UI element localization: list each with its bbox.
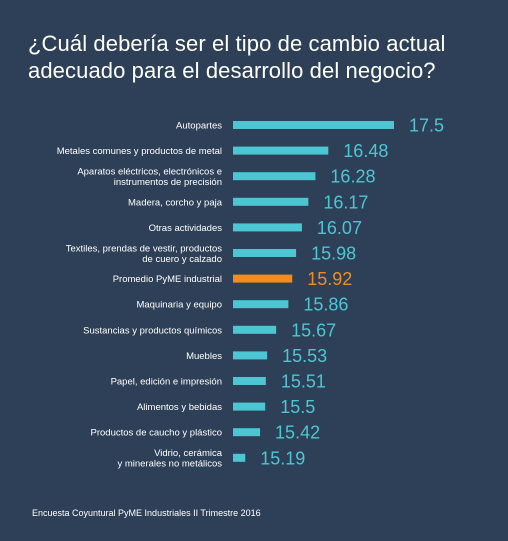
category-label: Alimentos y bebidas bbox=[137, 402, 222, 413]
category-label: Sustancias y productos químicos bbox=[83, 325, 222, 336]
value-label: 15.51 bbox=[281, 372, 326, 392]
bar bbox=[233, 402, 266, 411]
value-label: 16.07 bbox=[317, 218, 362, 238]
value-label: 15.86 bbox=[303, 295, 348, 315]
chart-title: ¿Cuál debería ser el tipo de cambio actu… bbox=[28, 31, 446, 83]
category-label: Productos de caucho y plástico bbox=[91, 428, 223, 439]
bar bbox=[233, 453, 246, 462]
bar bbox=[233, 300, 289, 309]
bar bbox=[233, 223, 302, 232]
source-footnote: Encuesta Coyuntural PyME Industriales II… bbox=[32, 508, 261, 518]
bar bbox=[233, 325, 277, 334]
value-label: 15.92 bbox=[307, 269, 352, 289]
value-label: 15.19 bbox=[260, 448, 305, 468]
bar bbox=[233, 121, 394, 129]
category-label: Vidrio, cerámica y minerales no metálicos bbox=[117, 448, 222, 470]
bar bbox=[233, 351, 268, 360]
bar bbox=[233, 146, 329, 155]
bar bbox=[233, 249, 297, 257]
category-label: Textiles, prendas de vestir, productos de… bbox=[66, 243, 223, 265]
category-label: Promedio PyME industrial bbox=[113, 274, 222, 285]
category-label: Metales comunes y productos de metal bbox=[57, 146, 222, 157]
value-label: 15.98 bbox=[311, 244, 356, 264]
category-label: Otras actividades bbox=[149, 223, 223, 234]
bar bbox=[233, 377, 266, 385]
bar bbox=[233, 197, 309, 206]
category-label: Autopartes bbox=[176, 121, 222, 132]
value-label: 17.5 bbox=[409, 116, 444, 136]
bar bbox=[233, 172, 316, 181]
bar-highlight bbox=[233, 274, 293, 283]
value-label: 16.28 bbox=[330, 167, 375, 187]
category-label: Muebles bbox=[186, 351, 222, 362]
bar bbox=[233, 428, 261, 437]
category-label: Maquinaria y equipo bbox=[136, 300, 222, 311]
category-label: Aparatos eléctricos, electrónicos e instr… bbox=[77, 166, 222, 188]
category-label: Papel, edición e impresión bbox=[111, 377, 222, 388]
value-label: 15.5 bbox=[280, 397, 315, 417]
value-label: 15.53 bbox=[282, 346, 327, 366]
value-label: 16.48 bbox=[343, 141, 388, 161]
value-label: 15.42 bbox=[275, 423, 320, 443]
value-label: 15.67 bbox=[291, 320, 336, 340]
category-label: Madera, corcho y paja bbox=[128, 197, 223, 208]
value-label: 16.17 bbox=[323, 192, 368, 212]
